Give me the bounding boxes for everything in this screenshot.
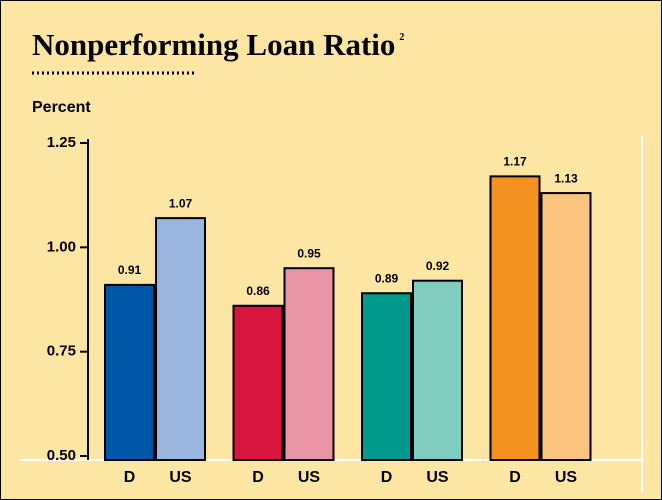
bar <box>361 292 412 461</box>
value-label: 1.17 <box>503 155 527 169</box>
y-tick-label: 0.50 <box>47 447 76 464</box>
x-tick-label: D <box>381 469 393 486</box>
x-tick-label: D <box>252 469 264 486</box>
bar <box>540 192 592 462</box>
bar <box>489 175 541 462</box>
value-label: 0.86 <box>246 284 270 298</box>
y-axis-label: Percent <box>32 99 91 116</box>
y-tick-label: 0.75 <box>47 343 76 360</box>
value-label: 1.07 <box>169 196 193 210</box>
y-tick-label: 1.00 <box>47 238 76 255</box>
x-tick-label: US <box>426 469 449 486</box>
x-tick-label: US <box>298 469 321 486</box>
chart-title: Nonperforming Loan Ratio 2 <box>32 27 404 62</box>
x-tick-label: D <box>509 469 521 486</box>
value-label: 1.13 <box>554 171 578 185</box>
bar <box>412 279 463 461</box>
bar <box>283 267 335 462</box>
bar <box>232 304 284 462</box>
bar <box>104 283 155 462</box>
value-label: 0.91 <box>118 263 142 277</box>
y-tick-label: 1.25 <box>47 134 76 151</box>
value-label: 0.95 <box>297 246 321 260</box>
value-label: 0.89 <box>375 271 399 285</box>
x-tick-label: US <box>169 469 192 486</box>
title-text: Nonperforming Loan Ratio <box>32 27 395 62</box>
value-label: 0.92 <box>426 259 450 273</box>
x-tick-label: US <box>555 469 578 486</box>
x-tick-label: D <box>124 469 136 486</box>
bar <box>155 217 206 461</box>
title-note: 2 <box>399 32 404 43</box>
